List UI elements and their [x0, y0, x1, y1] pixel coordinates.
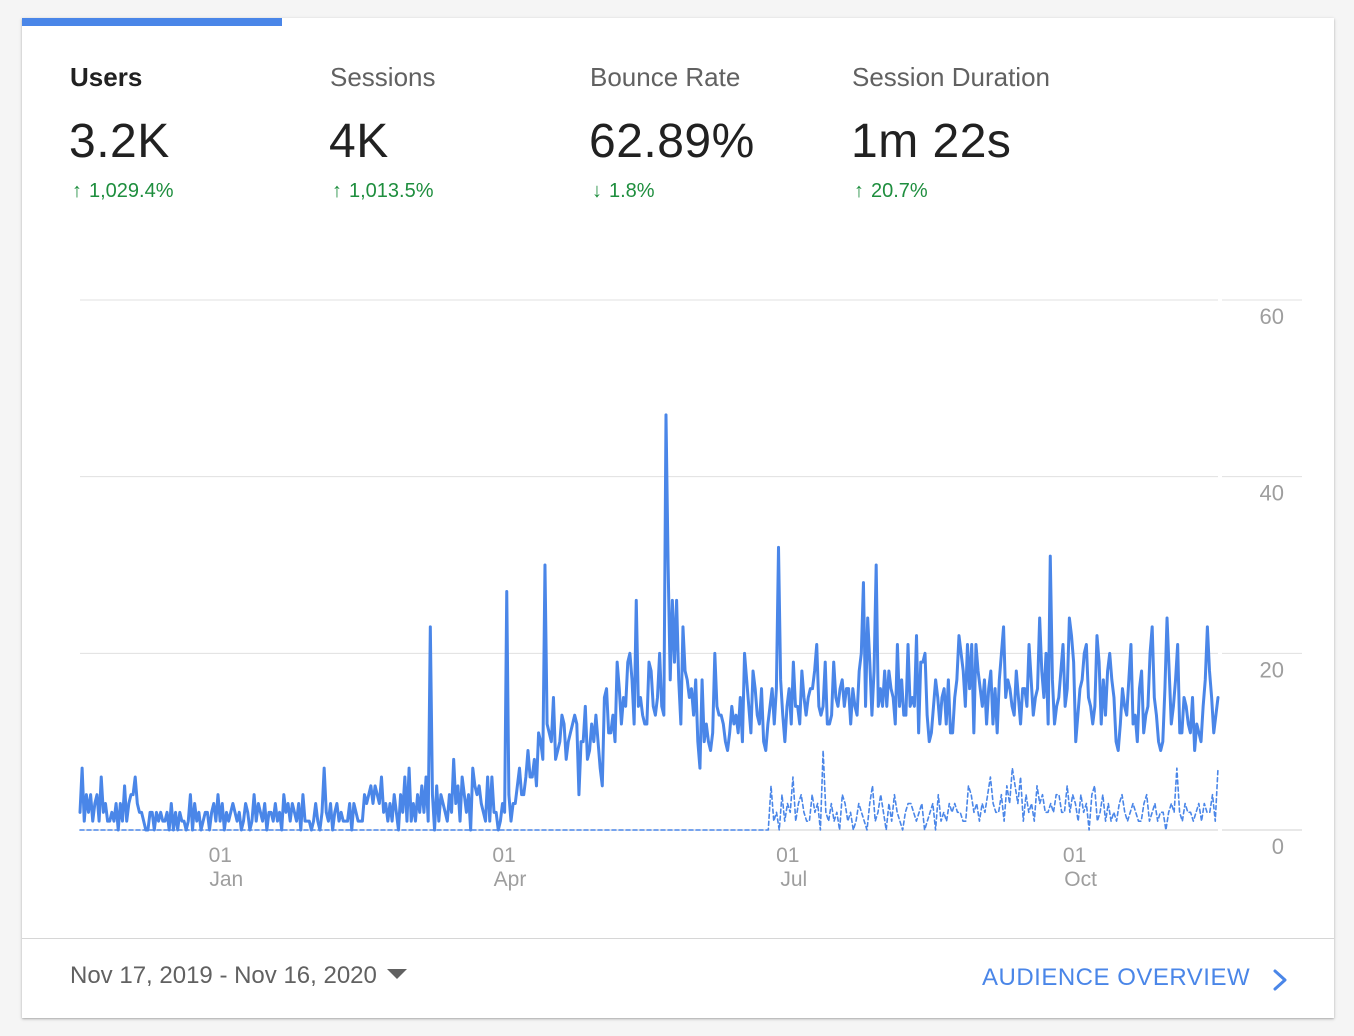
- series-line-current-period: [78, 413, 1220, 832]
- audience-overview-link[interactable]: AUDIENCE OVERVIEW: [982, 964, 1251, 991]
- date-range-selector[interactable]: Nov 17, 2019 - Nov 16, 2020: [70, 962, 407, 990]
- date-range-label: Nov 17, 2019 - Nov 16, 2020: [70, 962, 377, 989]
- metric-value: 3.2K: [69, 115, 170, 168]
- arrow-down-icon: ↓: [592, 180, 602, 202]
- metric-delta-value: 1,013.5%: [349, 180, 434, 202]
- metric-value: 1m 22s: [851, 115, 1012, 168]
- x-tick-day: 01: [1063, 844, 1086, 867]
- x-tick-day: 01: [492, 844, 515, 867]
- y-tick-label: 0: [1272, 834, 1284, 859]
- metric-delta: ↑ 1,029.4%: [72, 180, 174, 203]
- arrow-up-icon: ↑: [332, 180, 342, 202]
- metric-label: Bounce Rate: [590, 62, 741, 92]
- x-tick-month: Oct: [1064, 868, 1097, 891]
- x-tick-month: Jul: [780, 868, 807, 891]
- metric-tab-sessions[interactable]: Sessions 4K ↑ 1,013.5%: [282, 18, 542, 248]
- metric-label: Sessions: [330, 62, 436, 92]
- y-tick-label: 20: [1260, 657, 1284, 682]
- metric-delta-value: 1.8%: [609, 180, 655, 202]
- metric-delta: ↑ 20.7%: [854, 180, 928, 203]
- metric-delta-value: 20.7%: [871, 180, 928, 202]
- metric-delta: ↓ 1.8%: [592, 180, 655, 203]
- metric-delta-value: 1,029.4%: [89, 180, 174, 202]
- footer-divider: [22, 938, 1334, 939]
- metric-tab-bounce-rate[interactable]: Bounce Rate 62.89% ↓ 1.8%: [542, 18, 802, 248]
- caret-down-icon: [386, 968, 407, 979]
- y-tick-label: 60: [1260, 304, 1284, 329]
- y-tick-label: 40: [1260, 481, 1284, 506]
- metric-label: Users: [70, 62, 143, 92]
- metric-tab-session-duration[interactable]: Session Duration 1m 22s ↑ 20.7%: [804, 18, 1064, 248]
- x-tick-month: Apr: [494, 868, 527, 891]
- chevron-right-icon[interactable]: [1270, 968, 1292, 992]
- metric-value: 4K: [329, 115, 389, 168]
- metric-value: 62.89%: [589, 115, 755, 168]
- audience-card: Users 3.2K ↑ 1,029.4% Sessions 4K ↑ 1,013.…: [22, 18, 1334, 1018]
- metric-delta: ↑ 1,013.5%: [332, 180, 434, 203]
- x-tick-day: 01: [776, 844, 799, 867]
- x-tick-month: Jan: [209, 868, 243, 891]
- x-tick-day: 01: [209, 844, 232, 867]
- arrow-up-icon: ↑: [72, 180, 82, 202]
- active-metric-indicator: [22, 18, 282, 26]
- series-line-previous-period: [79, 749, 1219, 831]
- arrow-up-icon: ↑: [854, 180, 864, 202]
- metric-label: Session Duration: [852, 62, 1050, 92]
- metric-tab-users[interactable]: Users 3.2K ↑ 1,029.4%: [22, 18, 282, 248]
